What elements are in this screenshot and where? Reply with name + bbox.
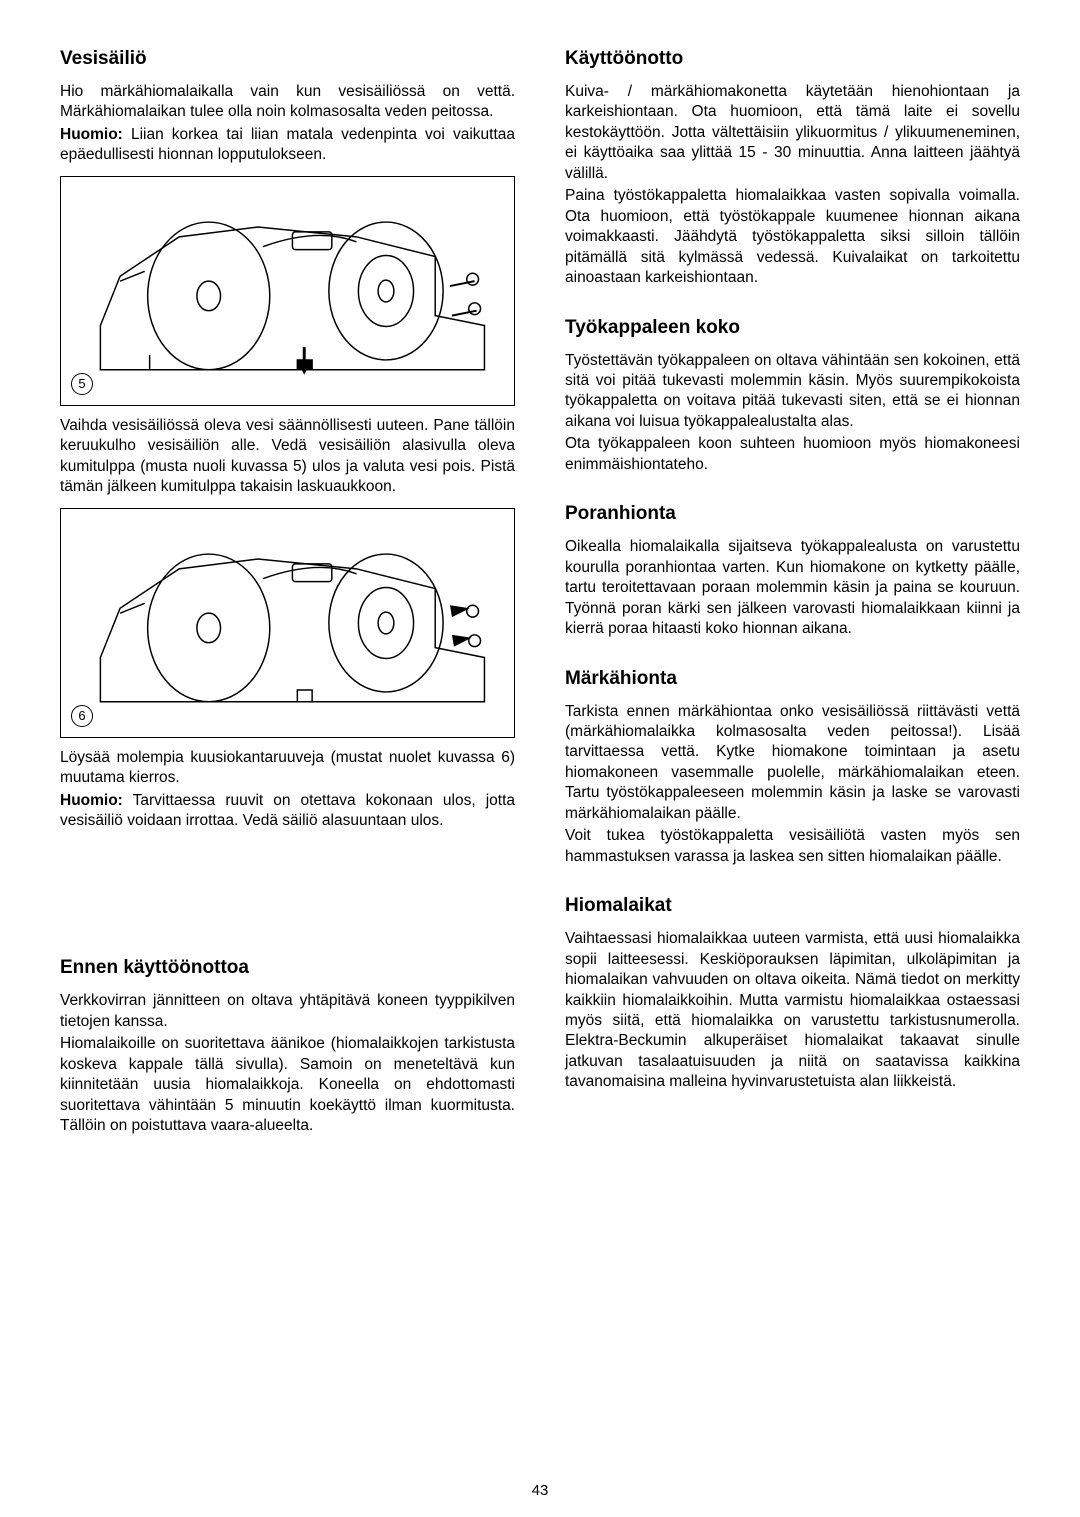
section-markahionta: Märkähionta Tarkista ennen märkähiontaa …	[565, 668, 1020, 868]
section-tyokappaleen: Työkappaleen koko Työstettävän työkappal…	[565, 317, 1020, 476]
heading-ennen: Ennen käyttöönottoa	[60, 957, 515, 979]
section-ennen: Ennen käyttöönottoa Verkkovirran jännitt…	[60, 957, 515, 1136]
para: Vaihtaessasi hiomalaikkaa uuteen varmist…	[565, 929, 1020, 1093]
figure-6: 6	[60, 508, 515, 738]
heading-markahionta: Märkähionta	[565, 668, 1020, 690]
section-hiomalaikat: Hiomalaikat Vaihtaessasi hiomalaikkaa uu…	[565, 895, 1020, 1093]
grinder-diagram-icon	[61, 177, 514, 405]
left-column: Vesisäiliö Hio märkähiomalaikalla vain k…	[60, 40, 515, 1165]
para-note: Huomio: Tarvittaessa ruuvit on otettava …	[60, 791, 515, 832]
page-number: 43	[0, 1482, 1080, 1499]
right-column: Käyttöönotto Kuiva- / märkähiomakonetta …	[565, 40, 1020, 1165]
heading-kayttoonotto: Käyttöönotto	[565, 48, 1020, 70]
para: Verkkovirran jännitteen on oltava yhtäpi…	[60, 991, 515, 1032]
figure-number-6: 6	[71, 705, 93, 727]
note-text: Liian korkea tai liian matala vedenpinta…	[60, 126, 515, 163]
para: Hio märkähiomalaikalla vain kun vesisäil…	[60, 82, 515, 123]
heading-vesisailio: Vesisäiliö	[60, 48, 515, 70]
para: Tarkista ennen märkähiontaa onko vesisäi…	[565, 702, 1020, 825]
para: Vaihda vesisäiliössä oleva vesi säännöll…	[60, 416, 515, 498]
para: Paina työstökappaletta hiomalaikkaa vast…	[565, 186, 1020, 288]
section-vesisailio: Vesisäiliö Hio märkähiomalaikalla vain k…	[60, 48, 515, 831]
para: Työstettävän työkappaleen on oltava vähi…	[565, 351, 1020, 433]
grinder-diagram-icon	[61, 509, 514, 737]
note-text: Tarvittaessa ruuvit on otettava kokonaan…	[60, 792, 515, 829]
figure-number-5: 5	[71, 373, 93, 395]
section-kayttoonotto: Käyttöönotto Kuiva- / märkähiomakonetta …	[565, 48, 1020, 289]
para-note: Huomio: Liian korkea tai liian matala ve…	[60, 125, 515, 166]
section-poranhionta: Poranhionta Oikealla hiomalaikalla sijai…	[565, 503, 1020, 639]
heading-tyokappaleen: Työkappaleen koko	[565, 317, 1020, 339]
para: Voit tukea työstökappaletta vesisäiliötä…	[565, 826, 1020, 867]
para: Hiomalaikoille on suoritettava äänikoe (…	[60, 1034, 515, 1136]
para: Ota työkappaleen koon suhteen huomioon m…	[565, 434, 1020, 475]
para: Kuiva- / märkähiomakonetta käytetään hie…	[565, 82, 1020, 184]
heading-poranhionta: Poranhionta	[565, 503, 1020, 525]
para: Oikealla hiomalaikalla sijaitseva työkap…	[565, 537, 1020, 639]
note-label: Huomio:	[60, 126, 123, 143]
figure-5: 5	[60, 176, 515, 406]
heading-hiomalaikat: Hiomalaikat	[565, 895, 1020, 917]
note-label: Huomio:	[60, 792, 123, 809]
para: Löysää molempia kuusiokantaruuveja (must…	[60, 748, 515, 789]
